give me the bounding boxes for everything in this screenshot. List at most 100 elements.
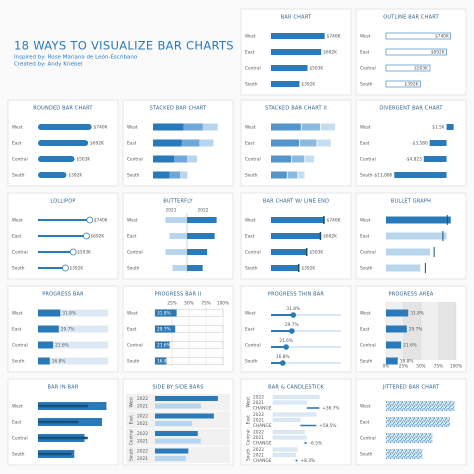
bar <box>155 357 167 365</box>
category-label: West <box>245 125 256 131</box>
series-label: 2022 <box>253 412 264 418</box>
value-label: $392K <box>301 82 315 88</box>
category-label: South <box>127 173 140 179</box>
panel-title: BAR CHART <box>281 15 312 21</box>
lollipop-stem <box>38 235 87 237</box>
change-row-label: CHANGE <box>253 423 272 429</box>
series-label: 2021 <box>253 453 264 459</box>
bar-segment <box>169 171 181 179</box>
subtitle: Inspired by: Rose Mariana de León-Escrib… <box>14 54 138 61</box>
bar <box>385 32 452 40</box>
category-label: South <box>360 452 373 458</box>
category-label: South <box>12 173 25 179</box>
category-label: Central <box>246 429 252 445</box>
panel-title: PROGRESS BAR II <box>155 292 202 298</box>
bar <box>385 80 421 88</box>
progress-dot <box>283 344 289 350</box>
bar <box>271 314 294 316</box>
category-label: Central <box>245 66 261 72</box>
jitter-bar <box>386 449 423 459</box>
jitter-bar <box>386 401 455 411</box>
x-tick-label: 75% <box>434 364 444 370</box>
bar <box>155 413 214 419</box>
bar-segment <box>271 155 292 163</box>
category-label: Central <box>127 343 143 349</box>
value-label: $392K <box>301 266 315 272</box>
panel-title: ROUNDED BAR CHART <box>33 106 93 112</box>
value-label: $392K <box>68 173 82 179</box>
value-label: $740K <box>327 34 341 40</box>
category-label: East <box>12 141 22 147</box>
category-label: South <box>245 82 258 88</box>
category-label: Central <box>245 250 261 256</box>
bar <box>271 217 325 223</box>
jitter-bar <box>386 433 433 443</box>
category-label: West <box>127 311 138 317</box>
category-label: Central <box>127 250 143 256</box>
category-label: West <box>245 311 256 317</box>
bar <box>272 430 305 434</box>
card <box>122 285 234 373</box>
bar <box>38 357 50 365</box>
track <box>271 330 341 332</box>
series-label: 2021 <box>137 404 148 410</box>
value-label: $503K <box>309 250 323 256</box>
lollipop-stem <box>38 219 90 221</box>
category-label: South <box>129 448 135 461</box>
bar <box>271 33 325 39</box>
value-label: $692K <box>90 141 104 147</box>
value-label: $503K <box>77 250 91 256</box>
category-label: East <box>360 327 370 333</box>
inner-bar <box>38 452 72 456</box>
category-label: South <box>245 359 258 365</box>
bar <box>271 233 322 239</box>
category-label: Central <box>127 157 143 163</box>
value-label: $740K <box>327 218 341 224</box>
category-label: West <box>360 218 371 224</box>
x-tick-label: 50% <box>416 364 426 370</box>
bar <box>155 421 193 426</box>
panel-title: STACKED BAR CHART II <box>265 106 327 112</box>
panel-title: JITTERED BAR CHART <box>382 385 440 391</box>
bar <box>272 435 307 440</box>
x-tick-label: 75% <box>201 301 211 307</box>
category-label: West <box>127 125 138 131</box>
value-label: 21.6% <box>403 343 417 349</box>
bar-segment <box>199 139 214 147</box>
panel-title: BULLET GRAPH <box>391 199 431 205</box>
value-label: 16.8% <box>157 359 171 365</box>
bar-segment <box>153 123 184 131</box>
progress-dot <box>288 328 295 334</box>
bar-segment <box>271 123 301 131</box>
bar <box>38 309 61 317</box>
panel-title: STACKED BAR CHART <box>150 106 207 112</box>
category-label: East <box>12 234 22 240</box>
value-label: 31.8% <box>410 311 424 317</box>
category-label: Central <box>245 343 261 349</box>
series-label: 2021 <box>253 400 264 406</box>
value-label: 31.8% <box>286 306 300 312</box>
bar-segment <box>271 139 300 147</box>
value-label: $692K <box>431 50 445 56</box>
change-row-label: CHANGE <box>253 458 272 464</box>
x-tick-label: 0% <box>383 364 390 370</box>
bar <box>394 172 447 178</box>
panel-title: DIVERGENT BAR CHART <box>379 106 443 112</box>
value-label: -$4,823 <box>405 157 422 163</box>
category-label: West <box>360 311 371 317</box>
track <box>271 346 341 348</box>
bar <box>187 233 215 239</box>
bar <box>272 447 298 452</box>
bar <box>187 265 203 271</box>
bar-segment <box>287 171 298 179</box>
bar <box>155 403 201 409</box>
bar <box>165 249 187 255</box>
category-label: West <box>360 34 371 40</box>
panel-title: BAR IN BAR <box>47 385 78 391</box>
series-label: 2022 <box>137 414 148 420</box>
bar <box>429 140 447 146</box>
value-label: 21.6% <box>55 343 69 349</box>
value-label: $740K <box>94 218 108 224</box>
bar <box>271 65 308 71</box>
value-label: +8.3% <box>301 458 316 464</box>
